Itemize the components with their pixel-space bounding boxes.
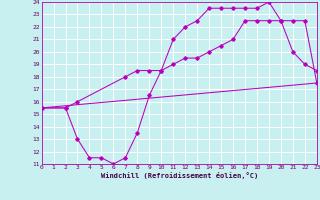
- X-axis label: Windchill (Refroidissement éolien,°C): Windchill (Refroidissement éolien,°C): [100, 172, 258, 179]
